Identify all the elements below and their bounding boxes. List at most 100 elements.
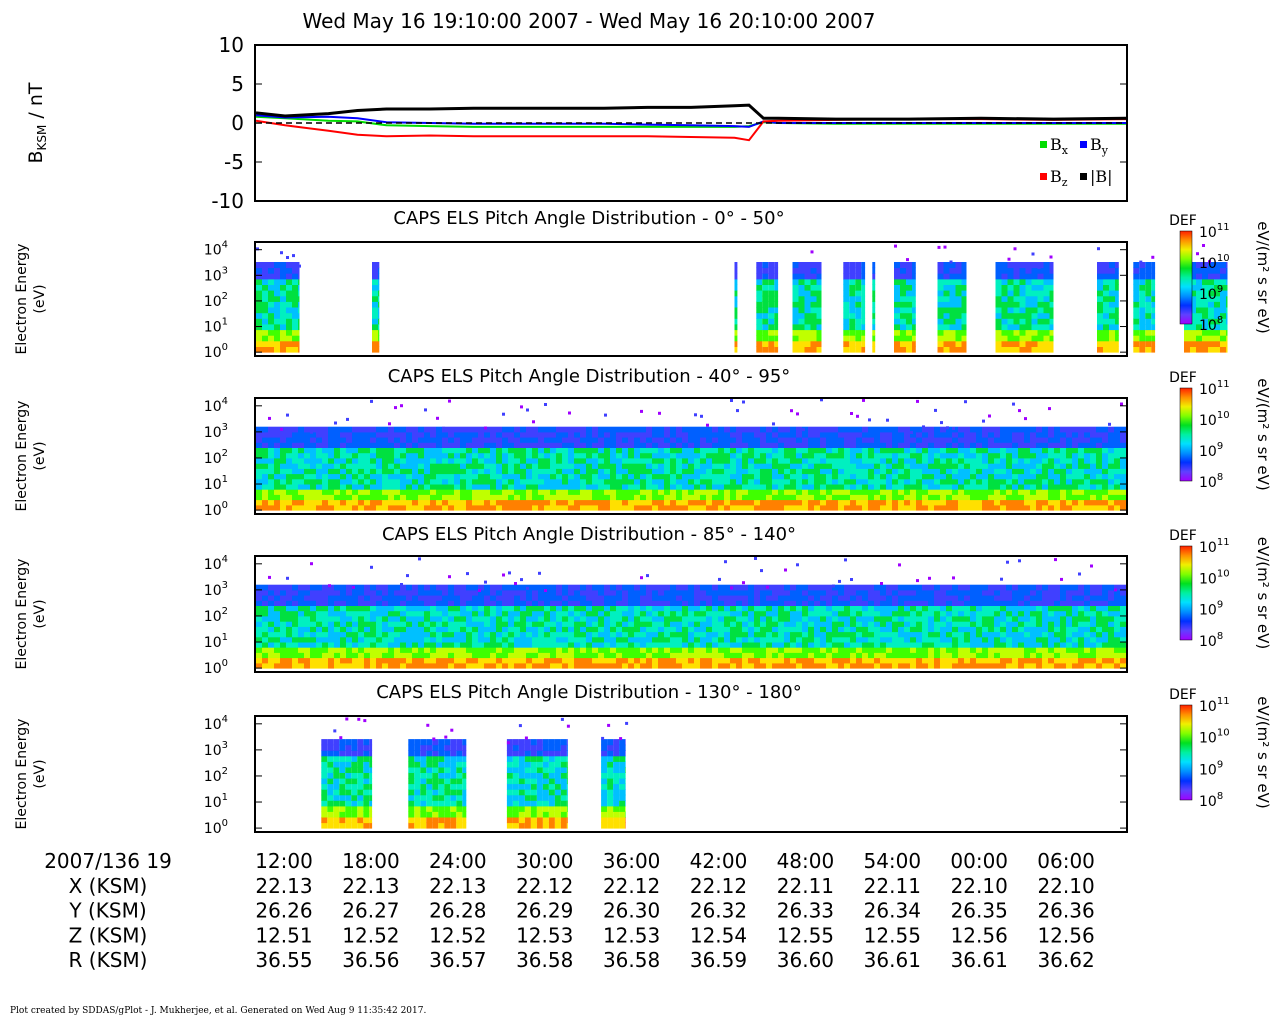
heatmap-cell [849,278,856,285]
heatmap-cell [772,610,778,617]
heatmap-cell [496,463,502,469]
heatmap-cell [1202,329,1208,336]
heatmap-cell [616,484,622,490]
heatmap-cell [784,647,790,653]
heatmap-cell [808,447,814,454]
heatmap-cell [322,473,328,480]
heatmap-cell [388,478,394,485]
heatmap-cell [856,504,862,511]
heatmap-cell [670,494,676,501]
heatmap-cell [376,652,382,659]
heatmap-cell [292,600,298,606]
heatmap-cell [550,636,556,643]
heatmap-speck [742,400,745,404]
heatmap-cell [436,631,442,638]
heatmap-cell [694,484,700,490]
heatmap-cell [1018,447,1024,454]
heatmap-cell [772,631,778,638]
heatmap-cell [790,626,796,633]
heatmap-cell [778,600,784,606]
heatmap-cell [616,647,622,653]
heatmap-cell [1024,437,1030,443]
heatmap-cell [1013,307,1020,314]
heatmap-cell [886,478,892,485]
heatmap-speck [760,569,763,573]
heatmap-cell [736,662,742,669]
heatmap-cell [712,610,718,617]
legend-label: By [1090,135,1109,157]
heatmap-cell [774,278,779,285]
heatmap-cell [400,499,406,506]
heatmap-cell [700,463,706,469]
heatmap-cell [766,458,772,464]
heatmap-cell [724,589,730,596]
heatmap-cell [580,616,586,622]
heatmap-cell [610,458,616,464]
heatmap-cell [1025,329,1032,336]
heatmap-cell [652,499,658,506]
heatmap-cell [676,621,682,627]
heatmap-cell [676,610,682,617]
heatmap-cell [454,631,460,638]
heatmap-cell [748,426,754,433]
heatmap-cell [268,610,274,617]
heatmap-cell [340,458,346,464]
heatmap-cell [784,652,790,659]
heatmap-cell [724,647,730,653]
heatmap-cell [484,631,490,638]
heatmap-cell [912,318,916,325]
heatmap-cell [1151,335,1156,342]
heatmap-cell [670,463,676,469]
heatmap-cell [826,452,832,459]
heatmap-cell [574,494,580,501]
heatmap-cell [292,494,298,501]
heatmap-cell [262,431,268,438]
heatmap-cell [292,284,298,291]
heatmap-cell [610,605,616,612]
heatmap-cell [418,605,424,612]
heatmap-cell [592,621,598,627]
heatmap-cell [262,484,268,490]
heatmap-cell [562,584,568,591]
heatmap-cell [256,489,262,495]
heatmap-cell [912,329,916,336]
heatmap-cell [754,468,760,475]
heatmap-cell [1066,447,1072,454]
heatmap-cell [1054,484,1060,490]
heatmap-cell [1001,295,1008,302]
heatmap-cell [952,452,958,459]
heatmap-cell [760,437,766,443]
heatmap-cell [304,657,310,664]
heatmap-cell [736,447,742,454]
heatmap-cell [1190,267,1196,274]
heatmap-cell [1043,278,1050,285]
heatmap-cell [1019,262,1026,269]
heatmap-cell [550,494,556,501]
heatmap-cell [580,636,586,643]
heatmap-cell [1108,431,1114,438]
heatmap-cell [640,636,646,643]
heatmap-cell [843,312,850,319]
heatmap-cell [1024,499,1030,506]
heatmap-cell [912,262,916,269]
heatmap-speck [400,583,403,586]
heatmap-cell [478,626,484,633]
heatmap-cell [472,442,478,448]
heatmap-cell [970,442,976,448]
heatmap-cell [1001,267,1008,274]
heatmap-cell [274,426,280,433]
heatmap-cell [1007,318,1014,325]
heatmap-speck [280,251,283,255]
heatmap-cell [670,595,676,601]
heatmap-cell [700,458,706,464]
heatmap-cell [1103,340,1109,347]
heatmap-cell [1025,295,1032,302]
heatmap-cell [490,463,496,469]
heatmap-cell [862,463,868,469]
heatmap-cell [1151,324,1156,331]
heatmap-cell [790,489,796,495]
heatmap-cell [628,484,634,490]
heatmap-cell [268,584,274,591]
heatmap-cell [526,499,532,506]
heatmap-cell [400,652,406,659]
